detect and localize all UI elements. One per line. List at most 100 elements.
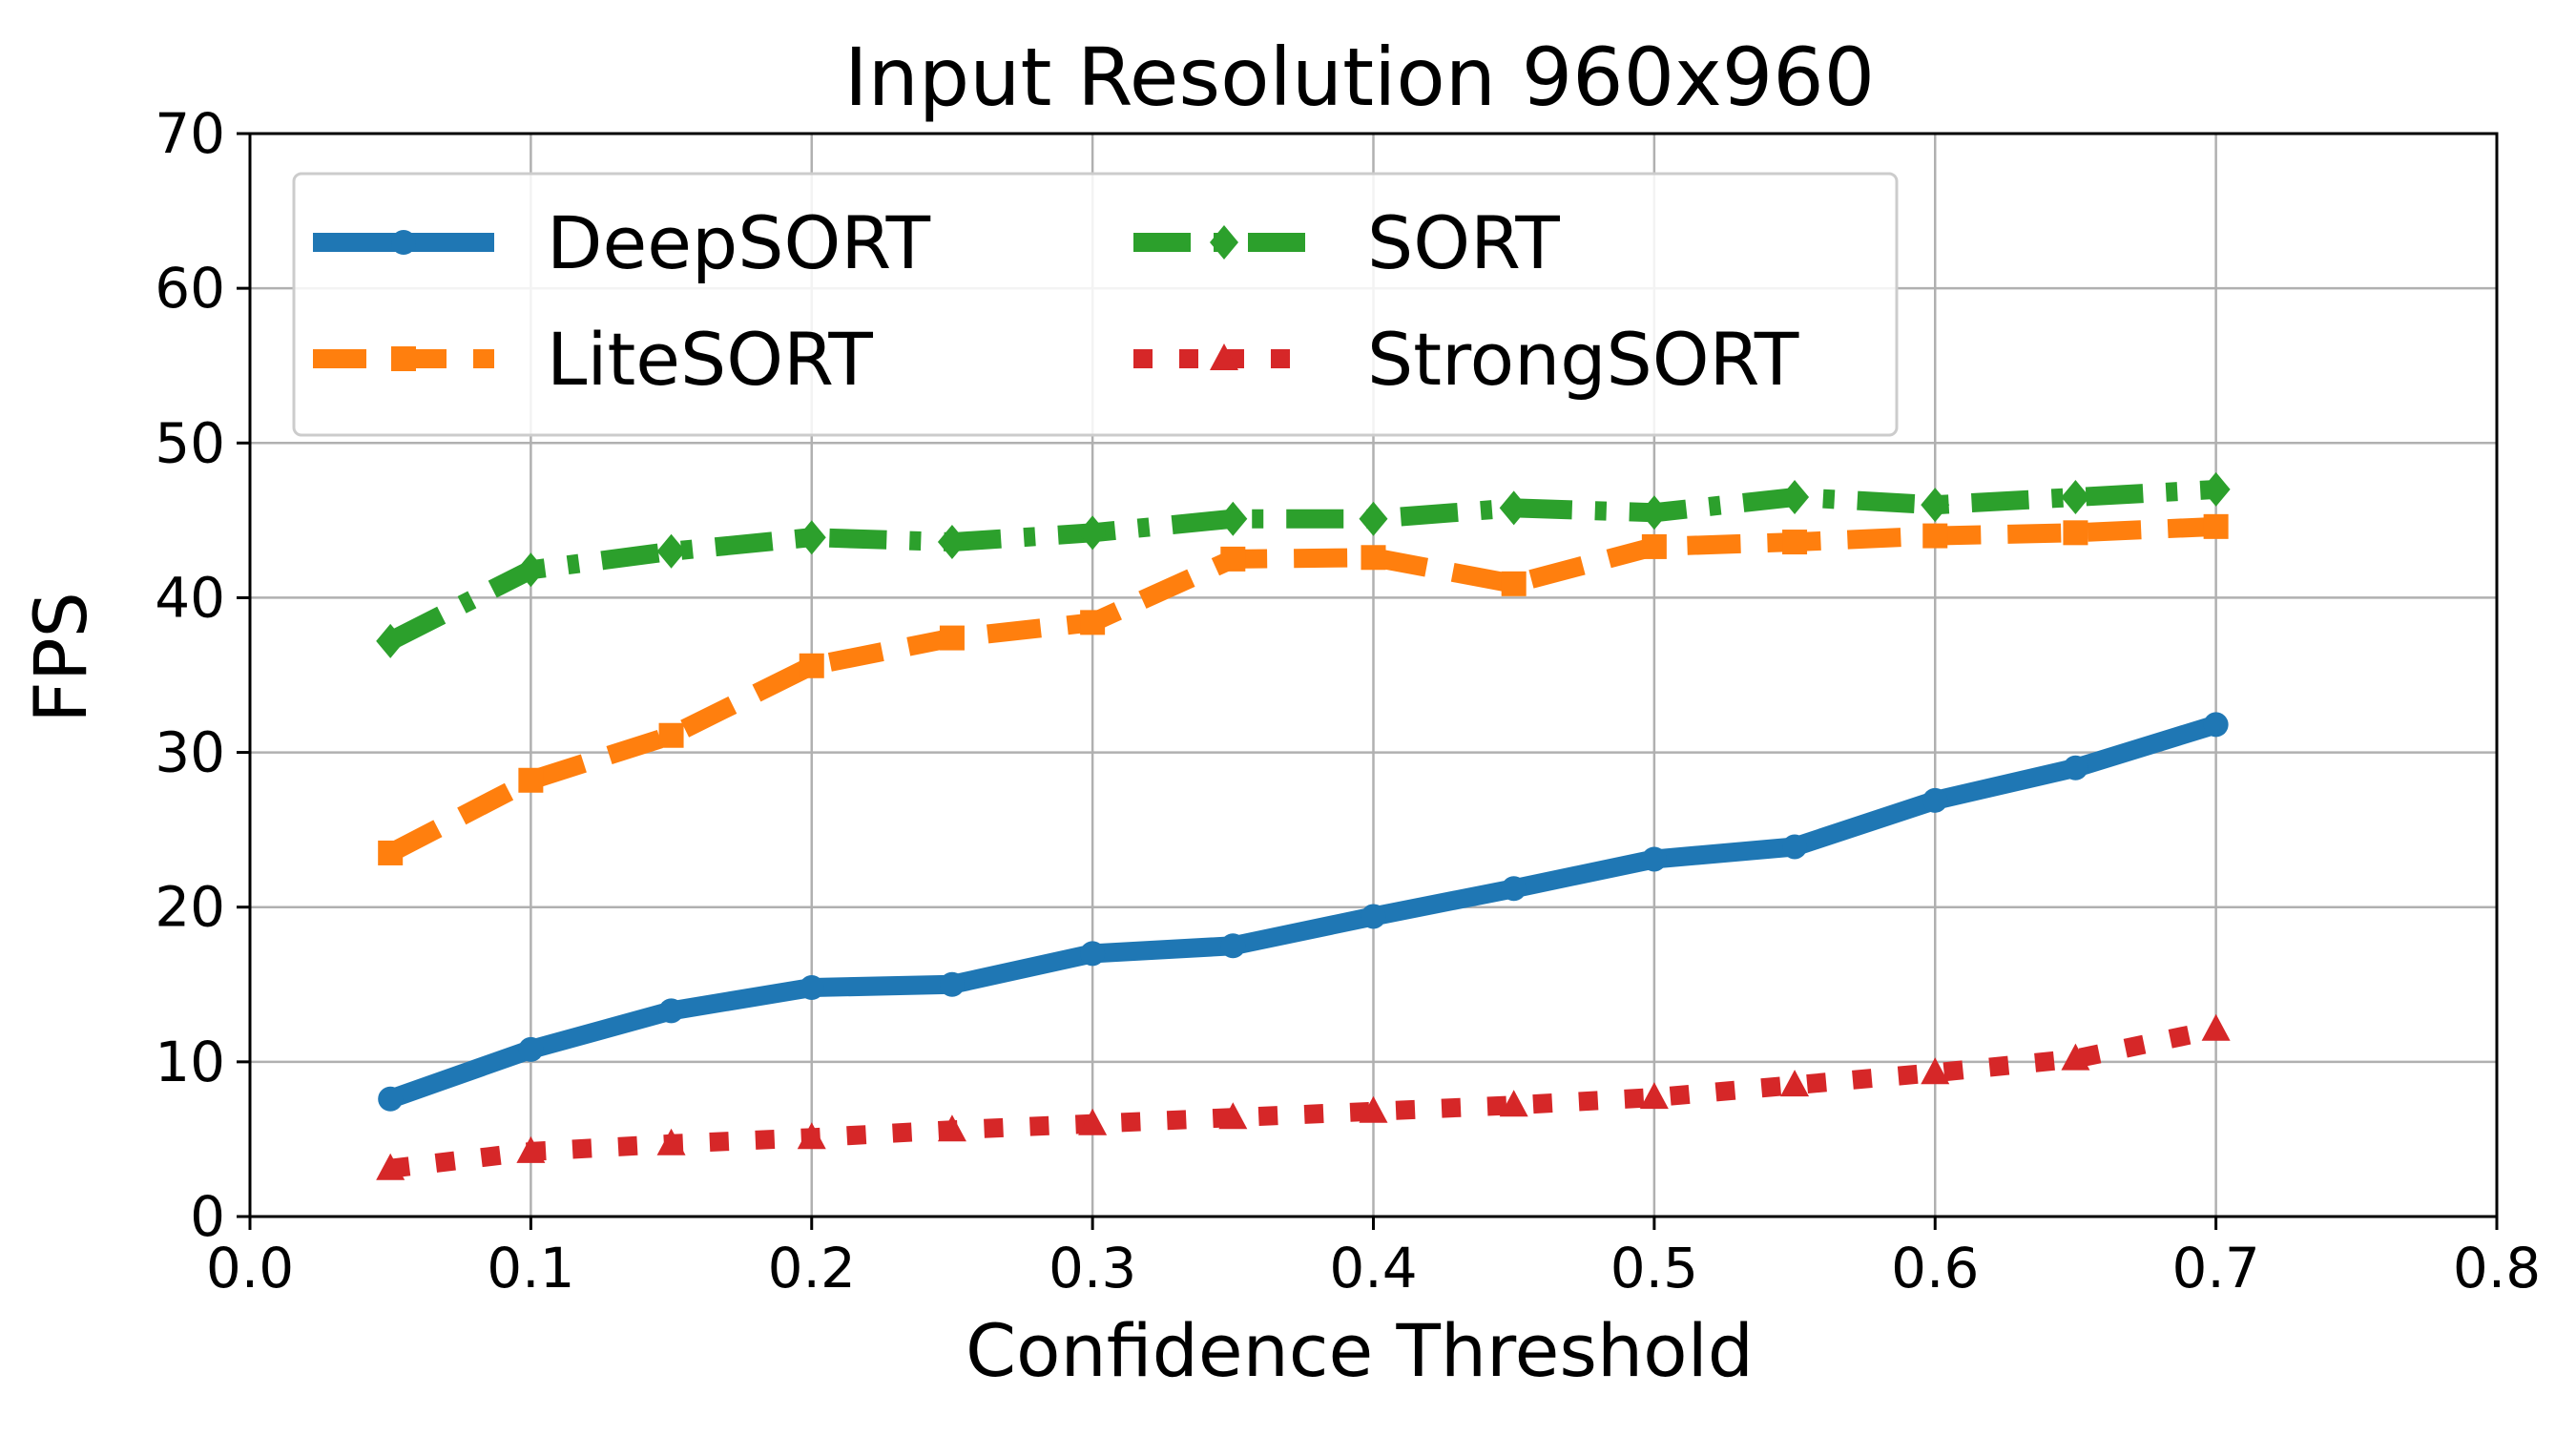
data-point-deepsort xyxy=(2203,712,2229,738)
data-point-deepsort xyxy=(1080,941,1106,967)
y-tick-label: 40 xyxy=(155,565,225,630)
data-point-strongsort xyxy=(1639,1082,1669,1110)
data-point-deepsort xyxy=(1641,846,1667,872)
data-point-strongsort xyxy=(2061,1043,2090,1071)
legend-item-deepsort: DeepSORT xyxy=(313,200,931,285)
data-point-strongsort xyxy=(1218,1102,1248,1130)
data-point-litesort xyxy=(2203,513,2229,539)
data-point-strongsort xyxy=(797,1122,826,1150)
legend-marker-litesort xyxy=(391,346,416,371)
data-point-litesort xyxy=(518,767,544,793)
y-tick-label: 10 xyxy=(155,1030,225,1094)
data-point-litesort xyxy=(378,840,404,865)
data-point-sort xyxy=(1921,488,1950,523)
data-point-litesort xyxy=(1361,545,1386,571)
x-tick-label: 0.3 xyxy=(1049,1236,1136,1301)
data-point-litesort xyxy=(799,653,824,678)
chart-title: Input Resolution 960x960 xyxy=(844,31,1875,124)
legend-item-strongsort: StrongSORT xyxy=(1133,317,1799,402)
legend-marker-deepsort xyxy=(391,230,416,255)
data-point-strongsort xyxy=(937,1114,966,1142)
axes: 0.0 0.1 0.2 0.3 0.4 0.5 0.6 0.7 0.8 0 10 20 30 40 50 60… xyxy=(155,101,2541,1301)
data-point-deepsort xyxy=(378,1086,404,1112)
data-point-sort xyxy=(376,623,405,658)
data-point-litesort xyxy=(1922,523,1948,549)
legend-label-deepsort: DeepSORT xyxy=(547,200,931,285)
data-point-sort xyxy=(1639,495,1669,531)
x-tick-label: 0.1 xyxy=(487,1236,574,1301)
data-point-strongsort xyxy=(1078,1108,1108,1135)
series-line-sort xyxy=(385,479,2217,650)
data-point-strongsort xyxy=(516,1135,546,1163)
series-line-strongsort xyxy=(388,1020,2218,1178)
x-tick-label: 0.8 xyxy=(2453,1236,2541,1301)
y-tick-label: 0 xyxy=(190,1184,225,1249)
x-axis-label: Confidence Threshold xyxy=(966,1308,1754,1393)
data-point-deepsort xyxy=(1501,876,1527,902)
data-point-litesort xyxy=(1220,546,1246,572)
data-point-litesort xyxy=(939,625,965,651)
y-tick-label: 70 xyxy=(155,101,225,166)
data-point-sort xyxy=(1359,501,1388,536)
data-point-deepsort xyxy=(518,1036,544,1062)
x-tick-label: 0.6 xyxy=(1891,1236,1979,1301)
data-point-litesort xyxy=(658,722,684,748)
x-tick-label: 0.0 xyxy=(206,1236,294,1301)
series-litesort xyxy=(378,513,2229,865)
series-layer xyxy=(376,471,2231,1180)
data-point-strongsort xyxy=(1921,1057,1950,1085)
legend-marker-sort xyxy=(1210,225,1238,260)
data-point-strongsort xyxy=(1499,1090,1528,1117)
legend-marker-strongsort xyxy=(1210,343,1238,370)
y-tick-label: 30 xyxy=(155,720,225,785)
y-tick-label: 50 xyxy=(155,410,225,475)
data-point-sort xyxy=(516,552,546,588)
data-point-sort xyxy=(1499,490,1528,526)
data-point-litesort xyxy=(1641,533,1667,559)
data-point-deepsort xyxy=(799,975,824,1001)
data-point-deepsort xyxy=(658,998,684,1024)
legend-item-litesort: LiteSORT xyxy=(313,317,873,402)
data-point-deepsort xyxy=(2063,755,2088,780)
data-point-litesort xyxy=(1501,571,1527,596)
x-tick-label: 0.5 xyxy=(1610,1236,1698,1301)
data-point-sort xyxy=(937,525,966,560)
data-point-sort xyxy=(2061,480,2090,515)
data-point-sort xyxy=(797,520,826,555)
data-point-sort xyxy=(1780,480,1810,515)
data-point-deepsort xyxy=(1361,904,1386,929)
data-point-strongsort xyxy=(1359,1095,1388,1123)
legend-label-strongsort: StrongSORT xyxy=(1367,317,1799,402)
data-point-sort xyxy=(1218,501,1248,536)
data-point-litesort xyxy=(2063,520,2088,546)
x-tick-label: 0.4 xyxy=(1329,1236,1417,1301)
series-strongsort xyxy=(376,1013,2231,1180)
y-tick-label: 60 xyxy=(155,256,225,321)
series-line-deepsort xyxy=(381,715,2226,1109)
data-point-strongsort xyxy=(656,1128,686,1155)
plot-frame xyxy=(248,132,2499,1218)
legend-label-sort: SORT xyxy=(1367,200,1560,285)
legend: DeepSORT SORT LiteSORT StrongSORT xyxy=(292,172,1899,437)
x-tick-label: 0.2 xyxy=(768,1236,856,1301)
data-point-deepsort xyxy=(939,971,965,997)
data-point-deepsort xyxy=(1220,933,1246,959)
data-point-sort xyxy=(656,533,686,569)
y-tick-label: 20 xyxy=(155,875,225,940)
data-point-strongsort xyxy=(1780,1070,1810,1097)
data-point-deepsort xyxy=(1782,834,1808,860)
data-point-strongsort xyxy=(2201,1013,2231,1041)
series-line-litesort xyxy=(385,516,2217,862)
data-point-sort xyxy=(2201,471,2231,507)
legend-label-litesort: LiteSORT xyxy=(547,317,873,402)
data-point-strongsort xyxy=(376,1153,405,1180)
y-axis-label: FPS xyxy=(18,592,103,723)
series-sort xyxy=(376,471,2231,658)
data-point-litesort xyxy=(1080,610,1106,635)
legend-box xyxy=(292,172,1899,437)
x-tick-label: 0.7 xyxy=(2172,1236,2260,1301)
data-point-deepsort xyxy=(1922,787,1948,813)
legend-item-sort: SORT xyxy=(1133,200,1560,285)
